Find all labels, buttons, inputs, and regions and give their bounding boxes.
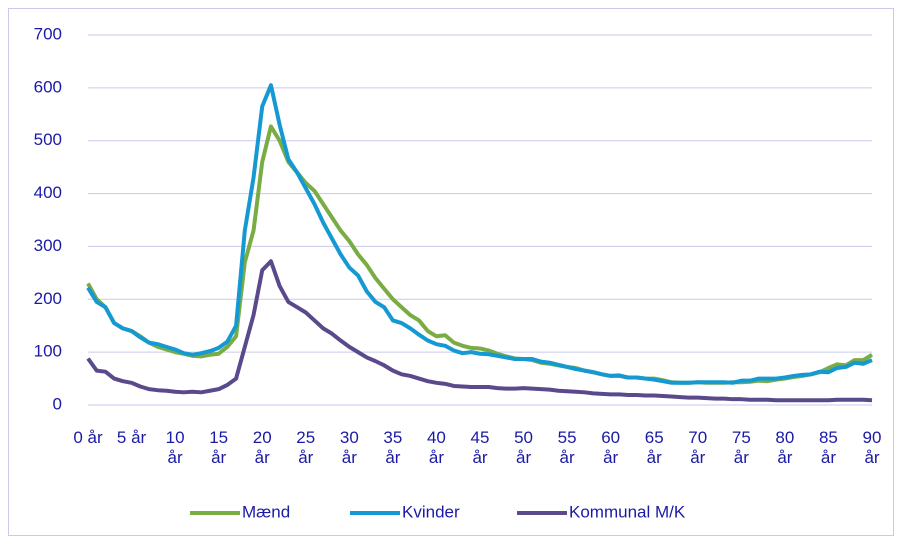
series-line bbox=[86, 124, 874, 385]
x-tick-label: 10 år bbox=[165, 428, 185, 467]
x-tick-label: 60 år bbox=[601, 428, 621, 467]
x-tick-label: 45 år bbox=[470, 428, 490, 467]
y-tick-label: 0 bbox=[53, 394, 62, 413]
x-tick-label: 40 år bbox=[426, 428, 446, 467]
series-line bbox=[86, 83, 873, 385]
x-tick-label: 20 år bbox=[252, 428, 272, 467]
y-tick-label: 400 bbox=[34, 183, 62, 202]
y-tick-label: 700 bbox=[34, 24, 62, 43]
chart-border bbox=[8, 8, 894, 536]
x-tick-label: 90 år bbox=[862, 428, 882, 467]
x-tick-label: 75 år bbox=[731, 428, 751, 467]
series-line bbox=[86, 259, 873, 403]
legend-label: Kvinder bbox=[402, 502, 460, 521]
x-tick-label: 0 år bbox=[73, 428, 103, 447]
x-tick-label: 80 år bbox=[775, 428, 795, 467]
y-tick-label: 300 bbox=[34, 236, 62, 255]
x-tick-label: 5 år bbox=[116, 428, 147, 447]
x-tick-label: 70 år bbox=[688, 428, 708, 467]
x-tick-label: 35 år bbox=[383, 428, 403, 467]
y-tick-label: 600 bbox=[34, 77, 62, 96]
x-tick-label: 25 år bbox=[296, 428, 316, 467]
x-tick-label: 15 år bbox=[209, 428, 229, 467]
x-tick-label: 65 år bbox=[644, 428, 664, 467]
x-tick-label: 50 år bbox=[514, 428, 533, 467]
x-tick-label: 85 år bbox=[818, 428, 838, 467]
y-tick-label: 100 bbox=[34, 342, 62, 361]
x-tick-label: 30 år bbox=[339, 428, 359, 467]
legend-label: Mænd bbox=[242, 502, 290, 521]
y-tick-label: 500 bbox=[34, 130, 62, 149]
x-tick-label: 55 år bbox=[557, 428, 577, 467]
legend-label: Kommunal M/K bbox=[569, 502, 686, 521]
y-tick-label: 200 bbox=[34, 289, 62, 308]
